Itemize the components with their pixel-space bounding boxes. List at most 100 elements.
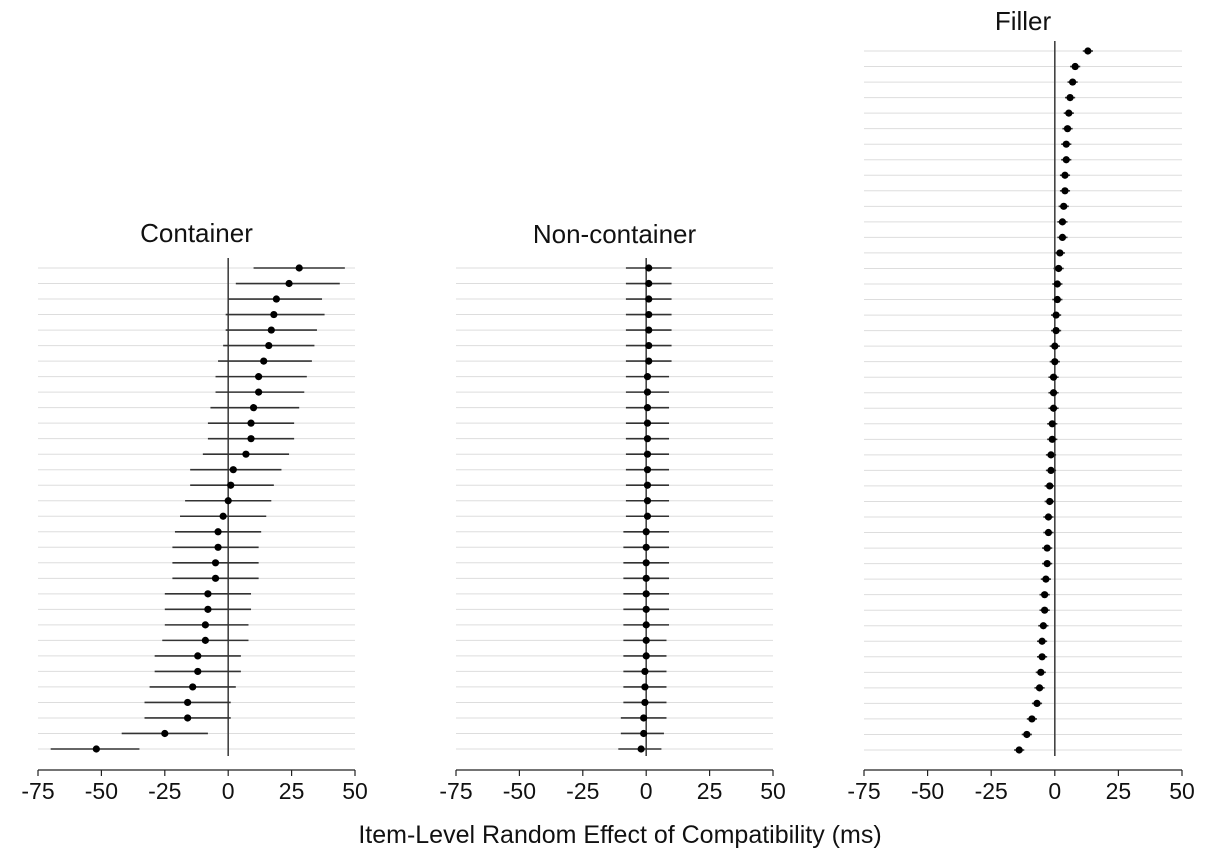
x-tick-label: -50: [85, 778, 118, 804]
x-tick-label: -75: [21, 778, 54, 804]
data-point: [640, 714, 648, 722]
x-tick-label: 50: [760, 778, 786, 804]
data-point: [1023, 730, 1031, 739]
data-point: [643, 450, 652, 458]
data-point: [637, 745, 645, 753]
data-point: [242, 450, 250, 458]
data-point: [1049, 404, 1058, 412]
data-point: [645, 279, 653, 288]
x-tick-label: 0: [1048, 778, 1061, 804]
data-point: [1049, 373, 1058, 381]
data-point: [1046, 482, 1054, 490]
data-point: [641, 698, 649, 707]
data-point: [1035, 684, 1044, 692]
data-point: [642, 652, 650, 660]
data-point: [1046, 497, 1054, 506]
data-point: [161, 729, 169, 738]
data-point: [211, 574, 220, 582]
data-point: [643, 388, 652, 396]
data-point: [643, 481, 652, 489]
panel-title: Filler: [995, 6, 1052, 36]
data-point: [645, 310, 653, 319]
data-point: [1042, 575, 1050, 583]
panel-filler: Filler -75 -50 -25 0 25 50: [847, 6, 1194, 804]
data-point: [1051, 358, 1059, 366]
x-tick-label: 0: [640, 778, 653, 804]
data-point: [1063, 125, 1072, 133]
data-point: [227, 481, 235, 489]
data-point: [265, 341, 273, 350]
data-point: [642, 636, 650, 644]
data-point: [194, 652, 202, 660]
data-point: [642, 528, 650, 536]
data-point: [260, 357, 268, 365]
x-tick-label: -25: [148, 778, 181, 804]
x-tick-label: 25: [697, 778, 723, 804]
data-point: [645, 295, 653, 303]
data-point: [641, 683, 649, 691]
data-point: [229, 466, 237, 474]
data-point: [1065, 109, 1073, 117]
data-point: [201, 636, 209, 644]
data-point: [645, 264, 653, 272]
x-tick-label: 50: [342, 778, 368, 804]
data-point: [204, 590, 212, 598]
data-point: [285, 279, 293, 288]
data-point: [1069, 78, 1077, 86]
data-point: [1039, 622, 1047, 630]
data-point: [1061, 187, 1069, 195]
data-point: [270, 310, 278, 319]
x-tick-label: -75: [847, 778, 880, 804]
data-point: [1053, 280, 1061, 288]
data-point: [643, 497, 652, 505]
data-point: [214, 543, 222, 551]
data-point: [194, 667, 202, 676]
x-axis-title: Item-Level Random Effect of Compatibilit…: [358, 821, 881, 849]
data-point: [1049, 389, 1058, 397]
data-point: [1041, 606, 1049, 614]
data-point: [272, 295, 280, 303]
data-point: [642, 543, 650, 551]
data-point: [645, 341, 653, 350]
data-point: [1038, 653, 1046, 661]
data-point: [1062, 140, 1070, 148]
data-point: [642, 605, 650, 613]
data-point: [1044, 528, 1053, 537]
data-point: [1028, 715, 1036, 723]
data-point: [1038, 637, 1046, 645]
data-point: [1058, 233, 1067, 241]
data-point: [1043, 544, 1051, 552]
data-point: [184, 714, 192, 722]
data-point: [1055, 264, 1063, 273]
data-point: [643, 466, 652, 474]
data-point: [1066, 94, 1074, 102]
data-point: [247, 419, 255, 427]
data-point: [641, 667, 649, 676]
data-point: [1061, 171, 1069, 179]
x-tick-label: -25: [566, 778, 599, 804]
data-point: [1041, 591, 1049, 599]
data-point: [247, 435, 255, 443]
data-point: [1051, 342, 1059, 350]
data-point: [645, 357, 653, 365]
data-point: [255, 373, 263, 381]
data-point: [1044, 513, 1053, 521]
data-point: [1053, 295, 1061, 304]
x-tick-label: -25: [975, 778, 1008, 804]
data-point: [1047, 466, 1055, 474]
data-point: [184, 698, 192, 707]
x-tick-label: 25: [279, 778, 305, 804]
data-point: [1062, 156, 1070, 164]
data-point: [640, 729, 648, 738]
data-point: [642, 590, 650, 598]
data-point: [643, 419, 652, 427]
data-point: [1071, 62, 1079, 71]
data-point: [1060, 202, 1068, 210]
data-point: [201, 621, 209, 629]
data-point: [642, 559, 650, 567]
data-point: [643, 435, 652, 443]
panel-container: Container -75 -50 -25 0 25 50: [21, 218, 367, 804]
data-point: [642, 621, 650, 629]
data-point: [1015, 746, 1023, 754]
